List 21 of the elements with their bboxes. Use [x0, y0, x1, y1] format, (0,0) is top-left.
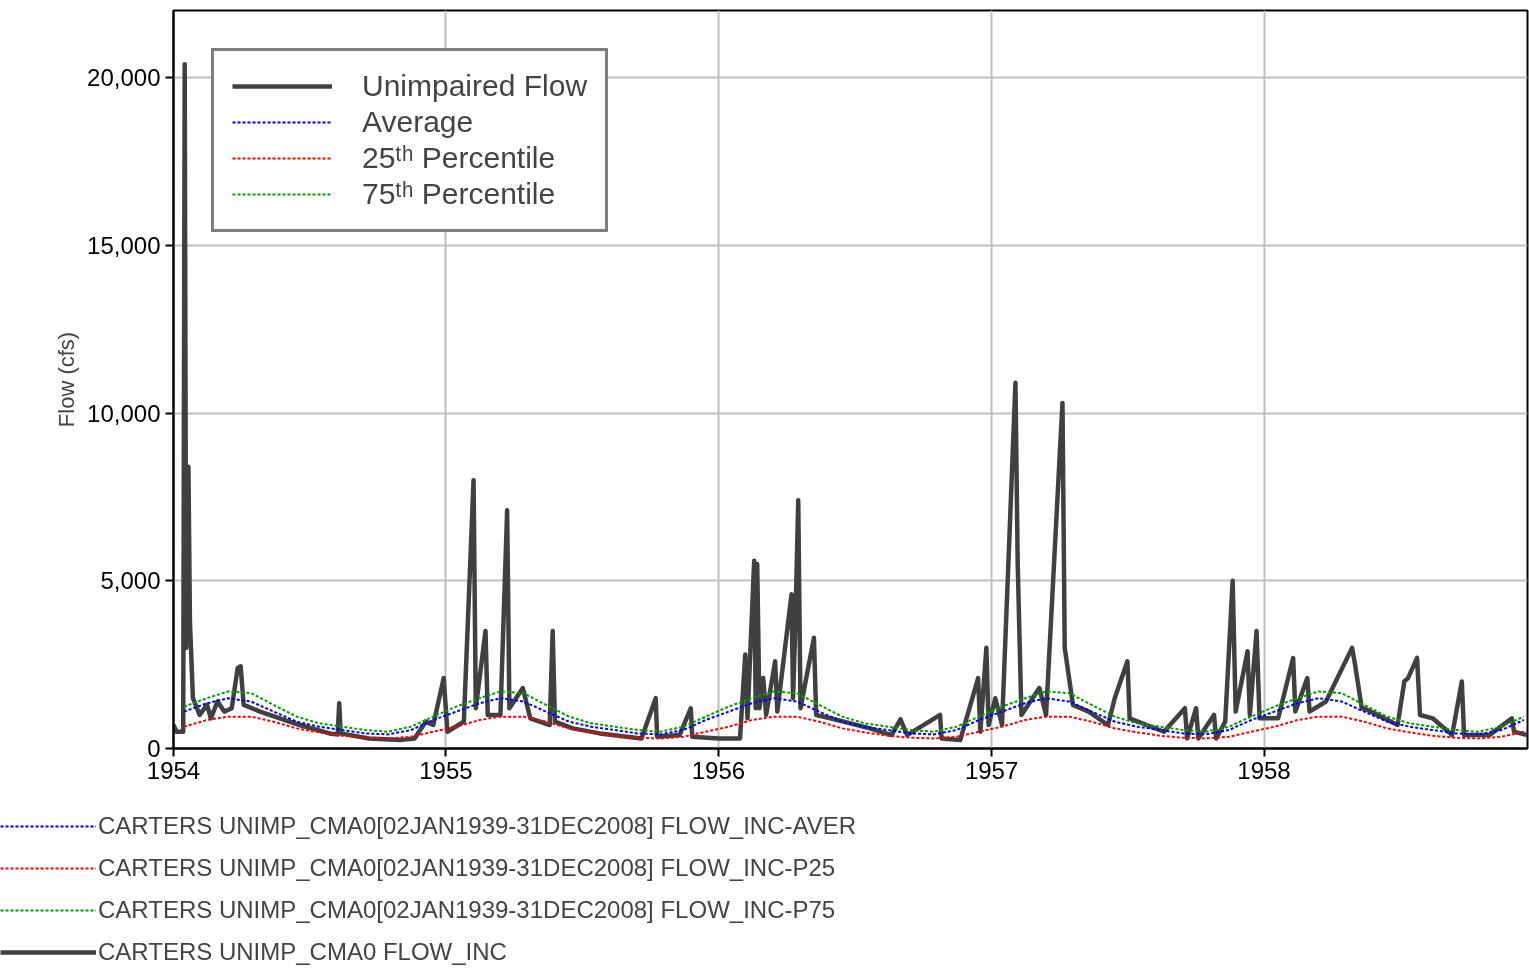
x-tick-label: 1957 [964, 756, 1019, 784]
line-series [182, 690, 1525, 733]
text: CARTERS UNIMP_CMA0[02JAN1939-31DEC2008] FLOW_INC-P75 [98, 895, 836, 925]
x-tick-label: 1958 [1237, 756, 1291, 784]
text: CARTERS UNIMP_CMA0 FLOW_INC [98, 937, 507, 967]
text: CARTERS UNIMP_CMA0[02JAN1939-31DEC2008] FLOW_INC-AVER [98, 811, 857, 841]
y-tick-label: 20,000 [87, 64, 161, 92]
line-series [182, 697, 1525, 736]
line-series [173, 61, 1528, 743]
y-tick-label: 15,000 [87, 231, 161, 259]
x-tick-label: 1955 [419, 756, 473, 784]
line-series [182, 715, 1525, 740]
text: CARTERS UNIMP_CMA0[02JAN1939-31DEC2008] FLOW_INC-P25 [98, 853, 836, 883]
y-tick-label: 10,000 [87, 399, 161, 427]
legend-label: 75ᵗʰ Percentile [362, 177, 556, 211]
x-tick-label: 1956 [691, 756, 746, 784]
y-axis-title: Flow (cfs) [54, 331, 80, 428]
legend-label: 25ᵗʰ Percentile [362, 141, 556, 175]
legend-label: Unimpaired Flow [362, 69, 588, 103]
legend-label: Average [362, 105, 474, 139]
y-tick-label: 5,000 [100, 567, 161, 595]
